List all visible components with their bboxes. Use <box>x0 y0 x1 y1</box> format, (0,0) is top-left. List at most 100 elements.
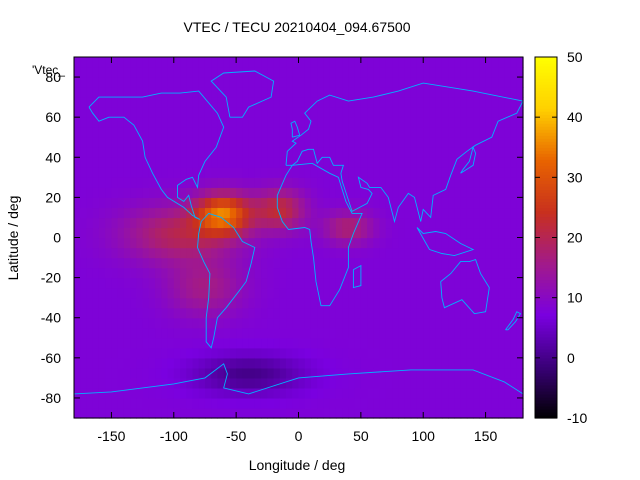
heatmap-cell <box>92 327 100 339</box>
heatmap-cell <box>229 187 237 198</box>
heatmap-cell <box>373 357 381 369</box>
heatmap-cell <box>473 317 480 329</box>
heatmap-cell <box>466 337 474 349</box>
heatmap-cell <box>441 117 449 128</box>
heatmap-cell <box>466 227 474 239</box>
heatmap-cell <box>211 267 219 279</box>
heatmap-cell <box>416 147 424 158</box>
heatmap-cell <box>167 297 175 309</box>
heatmap-cell <box>342 137 349 148</box>
heatmap-cell <box>367 217 374 229</box>
heatmap-cell <box>211 157 219 168</box>
heatmap-cell <box>310 97 318 108</box>
heatmap-cell <box>173 337 181 349</box>
heatmap-cell <box>510 187 518 198</box>
heatmap-cell <box>173 347 181 359</box>
heatmap-cell <box>142 227 150 239</box>
heatmap-cell <box>155 257 162 269</box>
heatmap-cell <box>198 367 206 379</box>
heatmap-cell <box>479 117 487 128</box>
heatmap-cell <box>317 57 325 68</box>
heatmap-cell <box>267 377 275 389</box>
heatmap-cell <box>429 147 437 158</box>
heatmap-cell <box>423 127 431 138</box>
heatmap-cell <box>323 347 331 359</box>
heatmap-cell <box>510 357 518 369</box>
heatmap-cell <box>173 147 181 158</box>
heatmap-cell <box>148 347 156 359</box>
heatmap-cell <box>236 137 243 148</box>
heatmap-cell <box>485 107 493 118</box>
colorbar-segment <box>535 342 557 347</box>
heatmap-cell <box>236 207 243 219</box>
heatmap-cell <box>167 327 175 339</box>
heatmap-cell <box>92 237 100 249</box>
heatmap-cell <box>435 407 443 419</box>
heatmap-cell <box>298 227 306 239</box>
heatmap-cell <box>410 127 418 138</box>
heatmap-cell <box>192 377 200 389</box>
heatmap-cell <box>111 107 119 118</box>
heatmap-cell <box>491 367 499 379</box>
heatmap-cell <box>74 287 81 299</box>
heatmap-cell <box>385 87 393 98</box>
heatmap-cell <box>217 237 225 249</box>
heatmap-cell <box>410 287 418 299</box>
heatmap-cell <box>148 297 156 309</box>
heatmap-cell <box>516 67 524 78</box>
heatmap-cell <box>229 77 237 88</box>
heatmap-cell <box>310 57 318 68</box>
heatmap-cell <box>298 77 306 88</box>
heatmap-cell <box>136 117 144 128</box>
heatmap-cell <box>348 407 356 419</box>
heatmap-cell <box>323 377 331 389</box>
y-tick-label: -60 <box>41 350 61 366</box>
heatmap-cell <box>242 207 250 219</box>
heatmap-cell <box>329 187 337 198</box>
heatmap-cell <box>429 387 437 399</box>
heatmap-cell <box>448 107 456 118</box>
heatmap-cell <box>180 197 187 209</box>
heatmap-cell <box>261 357 268 369</box>
heatmap-cell <box>448 137 456 148</box>
heatmap-cell <box>111 347 119 359</box>
heatmap-cell <box>167 197 175 209</box>
y-tick-label: 0 <box>53 230 61 246</box>
heatmap-cell <box>298 157 306 168</box>
heatmap-cell <box>354 327 362 339</box>
heatmap-cell <box>473 157 480 168</box>
heatmap-cell <box>229 117 237 128</box>
heatmap-cell <box>223 77 231 88</box>
heatmap-cell <box>254 117 262 128</box>
heatmap-cell <box>435 277 443 289</box>
heatmap-cell <box>92 227 100 239</box>
heatmap-cell <box>329 217 337 229</box>
heatmap-cell <box>173 177 181 188</box>
heatmap-cell <box>217 277 225 289</box>
heatmap-cell <box>298 367 306 379</box>
heatmap-cell <box>354 187 362 198</box>
colorbar-segment <box>535 120 557 124</box>
heatmap-cell <box>423 87 431 98</box>
heatmap-cell <box>479 87 487 98</box>
heatmap-cell <box>454 57 462 68</box>
heatmap-cell <box>111 387 119 399</box>
heatmap-cell <box>86 137 94 148</box>
heatmap-cell <box>410 97 418 108</box>
heatmap-cell <box>479 107 487 118</box>
heatmap-cell <box>448 147 456 158</box>
heatmap-cell <box>385 357 393 369</box>
heatmap-cell <box>354 377 362 389</box>
heatmap-cell <box>491 247 499 259</box>
heatmap-cell <box>498 237 505 249</box>
heatmap-cell <box>335 267 343 279</box>
heatmap-cell <box>485 287 493 299</box>
heatmap-cell <box>186 307 194 319</box>
heatmap-cell <box>410 197 418 209</box>
heatmap-cell <box>367 87 374 98</box>
heatmap-cell <box>204 267 212 279</box>
heatmap-cell <box>80 287 88 299</box>
heatmap-cell <box>510 377 518 389</box>
heatmap-cell <box>498 197 505 209</box>
